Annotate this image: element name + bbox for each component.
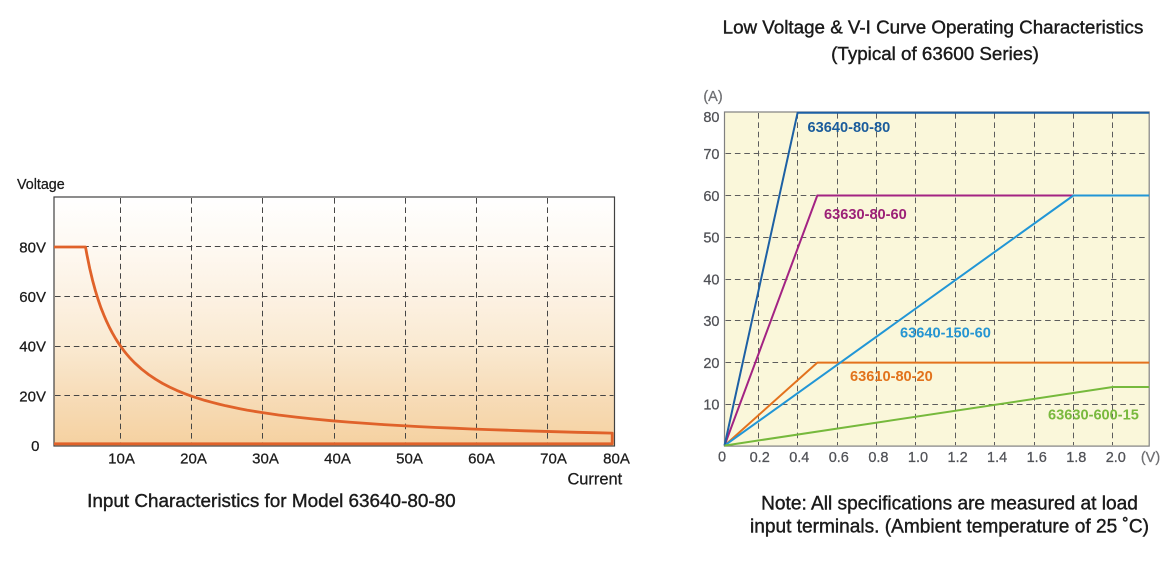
svg-text:Low Voltage & V-I Curve Operat: Low Voltage & V-I Curve Operating Charac… [723,17,1144,38]
svg-text:60V: 60V [19,289,46,306]
svg-text:1.6: 1.6 [1027,450,1047,466]
svg-text:0.4: 0.4 [789,450,809,466]
svg-text:Voltage: Voltage [17,177,65,193]
svg-text:0.6: 0.6 [829,450,849,466]
svg-text:Current: Current [567,471,622,489]
svg-text:2.0: 2.0 [1106,450,1126,466]
svg-text:50A: 50A [396,450,423,467]
svg-text:80V: 80V [19,239,46,256]
svg-text:80: 80 [703,110,719,126]
svg-text:1.2: 1.2 [948,450,968,466]
svg-text:80A: 80A [603,450,630,467]
svg-text:50: 50 [703,231,719,247]
svg-text:20A: 20A [180,450,207,467]
svg-text:63610-80-20: 63610-80-20 [850,369,933,385]
svg-text:Input Characteristics for Mode: Input Characteristics for Model 63640-80… [87,491,456,512]
svg-text:70A: 70A [540,450,567,467]
svg-text:10: 10 [703,398,719,414]
svg-text:63640-150-60: 63640-150-60 [900,325,991,341]
svg-text:20V: 20V [19,388,46,405]
svg-text:30A: 30A [252,450,279,467]
svg-text:1.0: 1.0 [908,450,928,466]
svg-text:40: 40 [703,273,719,289]
svg-text:10A: 10A [108,450,135,467]
svg-text:0.8: 0.8 [868,450,888,466]
svg-text:63630-600-15: 63630-600-15 [1048,408,1139,424]
svg-text:input terminals. (Ambient temp: input terminals. (Ambient temperature of… [750,517,1149,538]
svg-text:(Typical of 63600 Series): (Typical of 63600 Series) [831,43,1039,64]
svg-text:60: 60 [703,189,719,205]
svg-text:(V): (V) [1141,450,1160,466]
svg-text:60A: 60A [468,450,495,467]
svg-text:40A: 40A [324,450,351,467]
svg-text:40V: 40V [19,339,46,356]
svg-text:Note: All specifications are m: Note: All specifications are measured at… [761,494,1138,515]
svg-text:1.4: 1.4 [987,450,1007,466]
svg-text:(A): (A) [703,89,722,105]
svg-text:30: 30 [703,314,719,330]
svg-text:20: 20 [703,356,719,372]
svg-text:63640-80-80: 63640-80-80 [808,120,891,136]
svg-text:1.8: 1.8 [1066,450,1086,466]
svg-text:63630-80-60: 63630-80-60 [824,207,907,223]
svg-text:70: 70 [703,147,719,163]
svg-text:0: 0 [31,438,39,455]
svg-text:0.2: 0.2 [750,450,770,466]
svg-text:0: 0 [718,449,726,465]
